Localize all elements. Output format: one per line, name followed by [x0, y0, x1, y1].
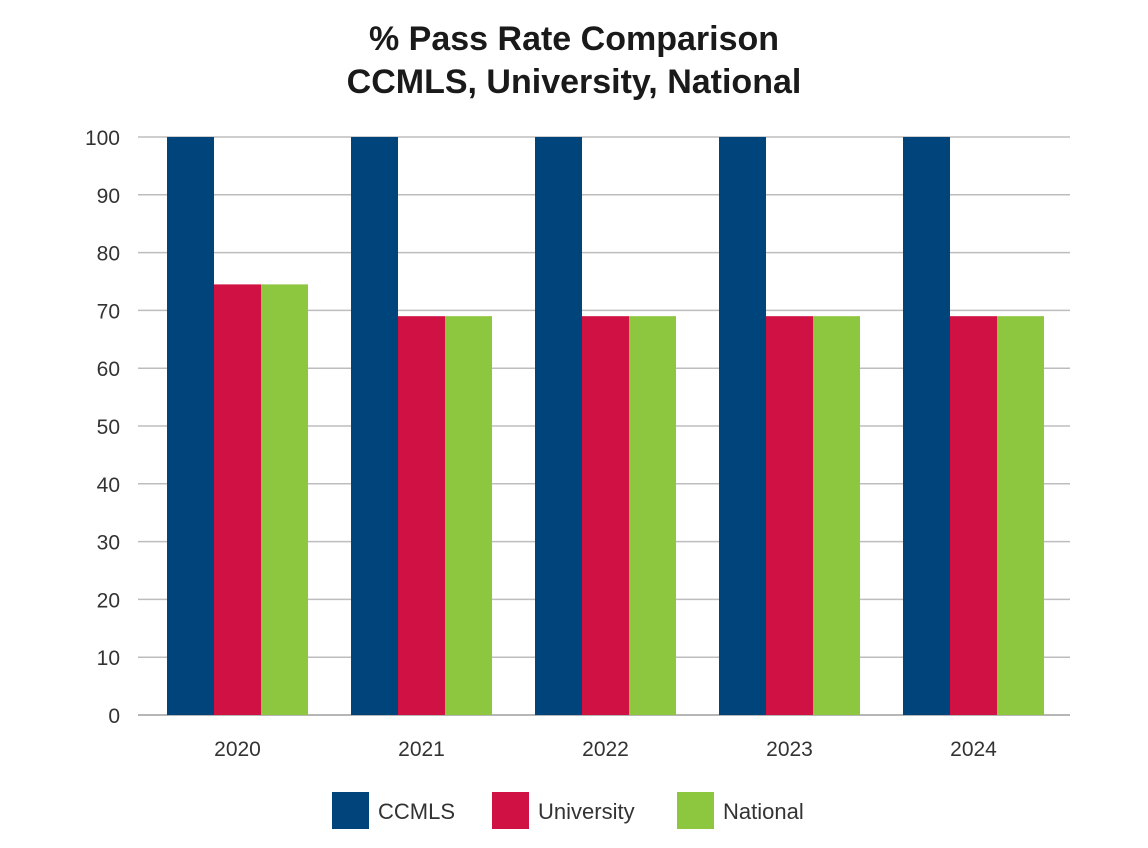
bar-university-2020	[214, 284, 261, 715]
bar-ccmls-2022	[535, 137, 582, 715]
y-tick-label: 50	[97, 416, 120, 439]
x-tick-label: 2022	[582, 738, 629, 761]
y-tick-label: 80	[97, 243, 120, 266]
x-tick-label: 2024	[950, 738, 997, 761]
legend-swatch-national	[677, 792, 714, 829]
bar-national-2023	[813, 316, 860, 715]
bar-university-2021	[398, 316, 445, 715]
bar-national-2020	[261, 284, 308, 715]
bar-university-2022	[582, 316, 629, 715]
x-axis-tick-labels: 2020 2021 2022 2023 2024	[214, 738, 997, 761]
y-tick-label: 30	[97, 532, 120, 555]
y-tick-label: 0	[108, 705, 120, 728]
bar-national-2022	[629, 316, 676, 715]
bar-national-2021	[445, 316, 492, 715]
bars	[167, 137, 1044, 715]
chart-title-line-2: CCMLS, University, National	[347, 63, 802, 101]
bar-university-2023	[766, 316, 813, 715]
bar-ccmls-2023	[719, 137, 766, 715]
y-tick-label: 40	[97, 474, 120, 497]
x-tick-label: 2020	[214, 738, 261, 761]
bar-ccmls-2020	[167, 137, 214, 715]
legend-label-ccmls: CCMLS	[378, 799, 455, 824]
legend-swatch-university	[492, 792, 529, 829]
bar-ccmls-2021	[351, 137, 398, 715]
y-tick-label: 70	[97, 300, 120, 323]
bar-national-2024	[997, 316, 1044, 715]
legend-swatch-ccmls	[332, 792, 369, 829]
legend-label-national: National	[723, 799, 804, 824]
y-axis-tick-labels: 0 10 20 30 40 50 60 70 80 90 100	[85, 127, 120, 728]
x-tick-label: 2023	[766, 738, 813, 761]
chart-title-line-1: % Pass Rate Comparison	[369, 20, 779, 58]
bar-ccmls-2024	[903, 137, 950, 715]
y-tick-label: 90	[97, 185, 120, 208]
y-tick-label: 10	[97, 647, 120, 670]
legend-label-university: University	[538, 799, 635, 824]
y-tick-label: 60	[97, 358, 120, 381]
y-tick-label: 100	[85, 127, 120, 150]
x-tick-label: 2021	[398, 738, 445, 761]
y-tick-label: 20	[97, 589, 120, 612]
legend: CCMLS University National	[332, 792, 804, 829]
bar-university-2024	[950, 316, 997, 715]
